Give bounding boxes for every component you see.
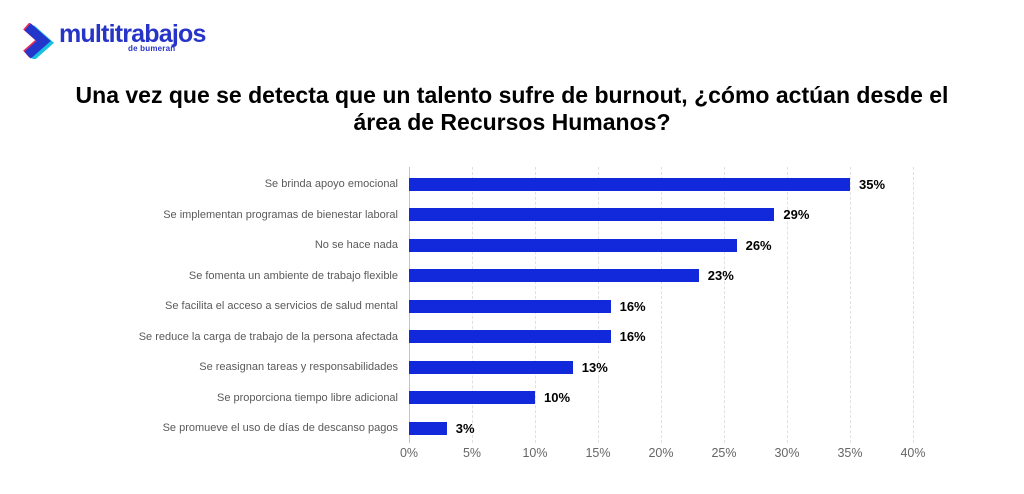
bar: [409, 360, 573, 374]
x-tick-label: 5%: [462, 446, 482, 460]
value-label: 13%: [581, 359, 608, 375]
bar-row: 23%: [409, 261, 1009, 292]
category-label: No se hace nada: [314, 239, 398, 252]
bar-row: 16%: [409, 322, 1009, 353]
value-label: 3%: [455, 420, 475, 436]
category-label: Se brinda apoyo emocional: [264, 178, 398, 191]
bar: [409, 330, 611, 344]
x-tick-label: 0%: [399, 446, 419, 460]
x-tick-label: 20%: [648, 446, 674, 460]
x-tick-label: 25%: [711, 446, 737, 460]
bar: [409, 238, 737, 252]
x-tick-label: 30%: [774, 446, 800, 460]
bar: [409, 391, 535, 405]
bar-row: 26%: [409, 230, 1009, 261]
value-label: 16%: [619, 298, 646, 314]
bar: [409, 299, 611, 313]
sub-brand-name: de bumeran: [128, 44, 176, 53]
bar: [409, 421, 447, 435]
bar: [409, 208, 775, 222]
bar: [409, 177, 850, 191]
gridline: [787, 167, 788, 443]
category-label: Se promueve el uso de días de descanso p…: [162, 422, 398, 435]
gridline: [850, 167, 851, 443]
bar-row: 16%: [409, 291, 1009, 322]
x-tick-label: 15%: [585, 446, 611, 460]
bar-row: 10%: [409, 383, 1009, 414]
category-label: Se proporciona tiempo libre adicional: [217, 391, 398, 404]
chevron-right-icon: [22, 22, 54, 59]
value-label: 16%: [619, 329, 646, 345]
bar-plot: 35% 29% 26% 23% 16% 16% 13% 10% 3%: [409, 169, 1009, 444]
x-tick-label: 40%: [900, 446, 926, 460]
x-tick-label: 35%: [837, 446, 863, 460]
gridline: [661, 167, 662, 443]
chart-title: Una vez que se detecta que un talento su…: [75, 82, 949, 135]
brand-name: multitrabajos: [59, 20, 206, 48]
category-label: Se reasignan tareas y responsabilidades: [199, 361, 398, 374]
category-axis: Se brinda apoyo emocional Se implementan …: [0, 169, 398, 444]
bar-row: 3%: [409, 413, 1009, 444]
category-label: Se implementan programas de bienestar la…: [163, 208, 398, 221]
gridline: [913, 167, 914, 443]
value-label: 10%: [544, 390, 571, 406]
bar-row: 35%: [409, 169, 1009, 200]
value-label: 29%: [783, 207, 810, 223]
value-label: 26%: [745, 237, 772, 253]
value-label: 35%: [859, 176, 886, 192]
bar: [409, 269, 699, 283]
x-axis: 0% 5% 10% 15% 20% 25% 30% 35% 40%: [0, 446, 1024, 462]
bar-row: 13%: [409, 352, 1009, 383]
value-label: 23%: [707, 268, 734, 284]
logo-wordmark: multitrabajos de bumeran: [59, 22, 206, 53]
category-label: Se fomenta un ambiente de trabajo flexib…: [188, 269, 398, 282]
bar-row: 29%: [409, 200, 1009, 231]
category-label: Se facilita el acceso a servicios de sal…: [165, 300, 398, 313]
logo: multitrabajos de bumeran: [22, 22, 206, 59]
gridline: [724, 167, 725, 443]
category-label: Se reduce la carga de trabajo de la pers…: [138, 330, 398, 343]
x-tick-label: 10%: [522, 446, 548, 460]
